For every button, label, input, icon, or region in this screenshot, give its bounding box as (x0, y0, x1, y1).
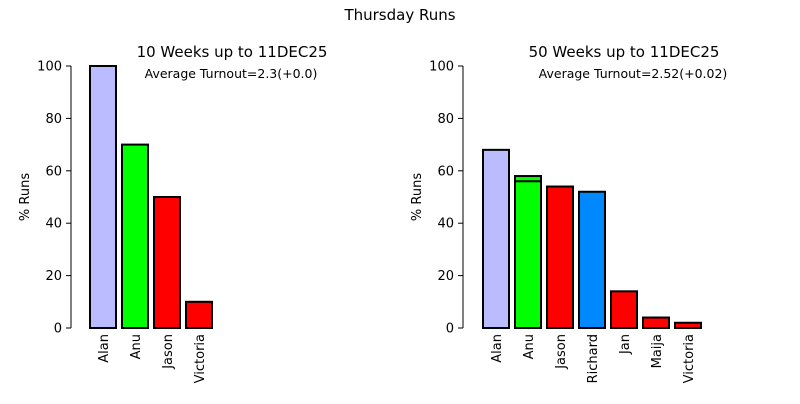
figure-title: Thursday Runs (343, 6, 455, 24)
y-tick-label: 60 (437, 164, 454, 179)
bar-maija (642, 316, 670, 329)
bar-anu (514, 175, 542, 329)
chart-title: 50 Weeks up to 11DEC25 (529, 43, 720, 61)
x-tick-label-maija: Maija (650, 334, 665, 368)
x-tick-label-anu: Anu (522, 334, 537, 359)
y-tick-label: 60 (45, 164, 62, 179)
x-tick-label-victoria: Victoria (193, 334, 208, 383)
x-tick-label-alan: Alan (490, 334, 505, 363)
bar-jason (546, 185, 574, 329)
y-tick-label: 40 (437, 217, 454, 232)
x-tick-label-jason: Jason (161, 334, 176, 370)
bar-alan (89, 65, 117, 329)
y-tick-label: 80 (45, 112, 62, 127)
chart-panel-50-weeks: 50 Weeks up to 11DEC25 Average Turnout=2.… (410, 43, 727, 383)
average-turnout-annotation: Average Turnout=2.3(+0.0) (145, 66, 318, 81)
bar-anu (121, 143, 149, 329)
chart-title: 10 Weeks up to 11DEC25 (137, 43, 328, 61)
y-tick-label: 0 (446, 322, 454, 337)
y-tick-label: 20 (437, 269, 454, 284)
y-tick-label: 0 (54, 322, 62, 337)
x-tick-label-anu: Anu (129, 334, 144, 359)
x-tick-label-richard: Richard (586, 334, 601, 383)
y-axis-label: % Runs (410, 173, 425, 221)
x-tick-label-jan: Jan (618, 334, 633, 355)
y-tick-label: 100 (429, 60, 454, 75)
y-axis-label: % Runs (18, 173, 33, 221)
y-tick-label: 40 (45, 217, 62, 232)
y-tick-label: 20 (45, 269, 62, 284)
y-tick-label: 80 (437, 112, 454, 127)
x-tick-label-alan: Alan (97, 334, 112, 363)
x-tick-label-victoria: Victoria (682, 334, 697, 383)
bar-richard (578, 190, 606, 329)
bar-jason (153, 196, 181, 329)
average-turnout-annotation: Average Turnout=2.52(+0.02) (539, 66, 728, 81)
x-tick-label-jason: Jason (554, 334, 569, 370)
y-tick-label: 100 (37, 60, 62, 75)
bar-victoria (674, 321, 702, 330)
bar-alan (482, 148, 510, 329)
bar-victoria (185, 300, 213, 329)
chart-panel-10-weeks: 10 Weeks up to 11DEC25 Average Turnout=2.… (18, 43, 327, 383)
bar-jan (610, 290, 638, 330)
